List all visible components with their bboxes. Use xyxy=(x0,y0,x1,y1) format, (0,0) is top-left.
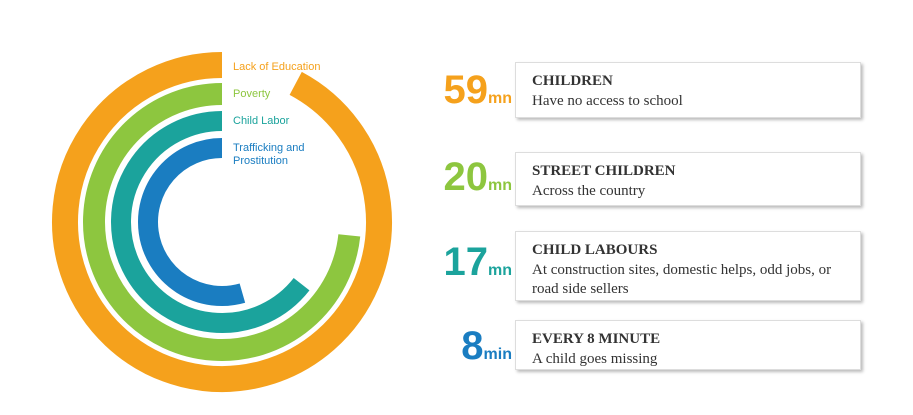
ring xyxy=(111,111,310,333)
ring xyxy=(52,52,392,392)
text: CHILD LABOURS xyxy=(532,242,658,258)
legend-label: Lack of Education xyxy=(233,61,321,73)
rings xyxy=(52,52,392,392)
text: 59 xyxy=(443,68,489,112)
stat-number: 59mn xyxy=(430,68,513,113)
stat-number: 8min xyxy=(430,324,512,369)
text: mn xyxy=(488,177,512,194)
stat-number: 17mn xyxy=(430,240,513,285)
ring xyxy=(83,83,361,361)
text: EVERY 8 MINUTE xyxy=(532,331,661,347)
stat-number: 20mn xyxy=(430,155,513,200)
stat-box: EVERY 8 MINUTE A child goes missing xyxy=(515,320,861,370)
ring xyxy=(138,138,246,306)
text: Have no access to school xyxy=(532,93,683,109)
stat-box: CHILDREN Have no access to school xyxy=(515,62,861,118)
text: mn xyxy=(488,90,512,107)
text: A child goes missing xyxy=(532,351,658,367)
text: 17 xyxy=(443,240,489,284)
text: 20 xyxy=(443,155,489,199)
text: CHILDREN xyxy=(532,73,613,89)
stat-box: CHILD LABOURS At construction sites, dome… xyxy=(515,231,861,301)
text: mn xyxy=(488,262,512,279)
stat-box: STREET CHILDREN Across the country xyxy=(515,152,861,206)
text: Across the country xyxy=(532,183,646,199)
text: STREET CHILDREN xyxy=(532,163,676,179)
legend-label: Trafficking and Prostitution xyxy=(233,142,305,167)
text: 8 xyxy=(461,324,484,368)
text: At construction sites, domestic helps, o… xyxy=(532,262,832,297)
text: min xyxy=(483,346,512,363)
legend-label: Poverty xyxy=(233,88,271,100)
legend-label: Child Labor xyxy=(233,115,290,127)
